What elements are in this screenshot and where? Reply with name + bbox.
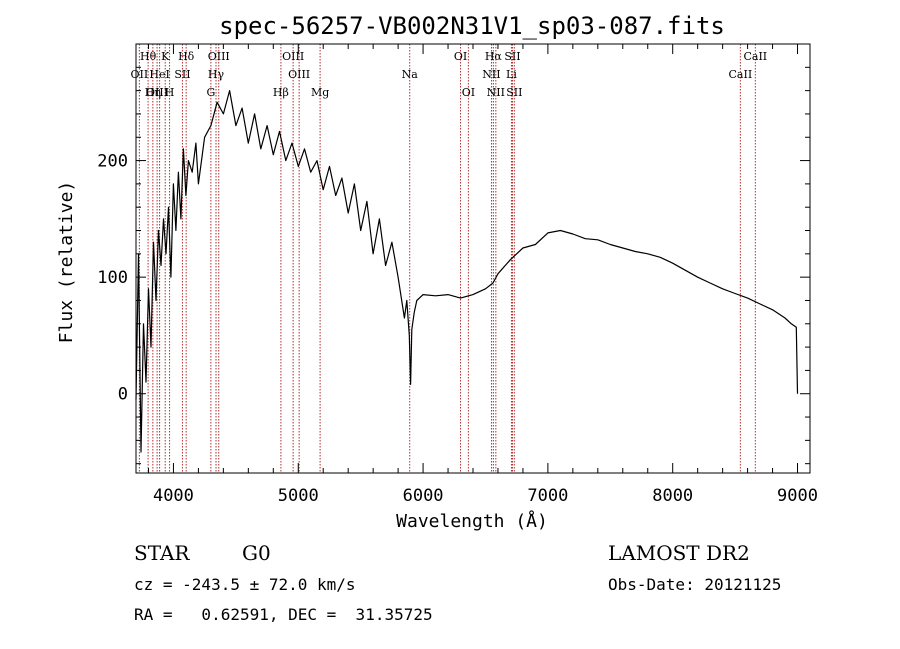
x-tick-label: 5000 bbox=[278, 486, 319, 506]
spectral-line-label: OII bbox=[131, 68, 149, 81]
spectral-line-label: K bbox=[161, 50, 170, 63]
subclass-label: G0 bbox=[242, 541, 271, 565]
y-tick-label: 100 bbox=[97, 268, 128, 288]
spectral-line-label: NII bbox=[487, 86, 505, 99]
chart-title: spec-56257-VB002N31V1_sp03-087.fits bbox=[219, 12, 725, 40]
spectral-line-label: Na bbox=[402, 68, 419, 81]
x-tick-label: 8000 bbox=[652, 486, 693, 506]
y-tick-label: 200 bbox=[97, 152, 128, 172]
obs-date-text: Obs-Date: 20121125 bbox=[608, 575, 781, 594]
class-label: STAR bbox=[134, 541, 190, 565]
spectral-line-label: Hθ bbox=[140, 50, 157, 63]
spectral-line-label: OI bbox=[454, 50, 467, 63]
y-tick-label: 0 bbox=[118, 385, 128, 405]
spectral-line-label: Hγ bbox=[208, 68, 225, 81]
spectral-line-label: Hδ bbox=[178, 50, 195, 63]
x-axis-label: Wavelength (Å) bbox=[396, 510, 548, 532]
x-tick-label: 7000 bbox=[527, 486, 568, 506]
spectral-line-label: H bbox=[165, 86, 175, 99]
spectral-line-label: CaII bbox=[729, 68, 753, 81]
spectrum-line bbox=[135, 89, 799, 453]
spectral-line-label: G bbox=[206, 86, 215, 99]
spectral-line-label: OI bbox=[462, 86, 475, 99]
spectral-line-label: CaII bbox=[743, 50, 767, 63]
spectral-line-label: SII bbox=[506, 86, 522, 99]
spectral-line-label: SII bbox=[174, 68, 190, 81]
spectral-line-label: NII bbox=[482, 68, 500, 81]
spectral-line-label: Hβ bbox=[273, 86, 289, 99]
x-tick-label: 4000 bbox=[153, 486, 194, 506]
spectral-line-label: HeI bbox=[149, 68, 169, 81]
spectral-line-label: OIII bbox=[146, 86, 168, 99]
y-axis: 0 100 200 bbox=[97, 66, 810, 465]
spectral-line-label: Mg bbox=[311, 86, 329, 99]
plot-frame bbox=[135, 43, 811, 474]
x-tick-label: 6000 bbox=[403, 486, 444, 506]
x-tick-label: 9000 bbox=[777, 486, 818, 506]
spectral-line-label: Hη bbox=[145, 86, 161, 99]
x-axis: 4000 5000 6000 7000 8000 9000 bbox=[147, 44, 818, 506]
y-axis-label: Flux (relative) bbox=[56, 181, 77, 344]
coordinates-text: RA = 0.62591, DEC = 31.35725 bbox=[134, 605, 433, 624]
spectrum-series bbox=[135, 89, 799, 453]
spectral-line-labels: Hθ OII OIII HeI Hη K H SII Hδ OIII Hγ G OIII OIII Hβ Mg… bbox=[131, 50, 768, 99]
spectral-line-label: Li bbox=[506, 68, 517, 81]
spectral-line-label: SII bbox=[504, 50, 520, 63]
redshift-text: cz = -243.5 ± 72.0 km/s bbox=[134, 575, 356, 594]
survey-label: LAMOST DR2 bbox=[608, 541, 750, 565]
spectral-line-label: OIII bbox=[282, 50, 304, 63]
spectral-line-label: Hα bbox=[485, 50, 503, 63]
spectral-line-label: OIII bbox=[208, 50, 230, 63]
spectral-line-label: OIII bbox=[288, 68, 310, 81]
